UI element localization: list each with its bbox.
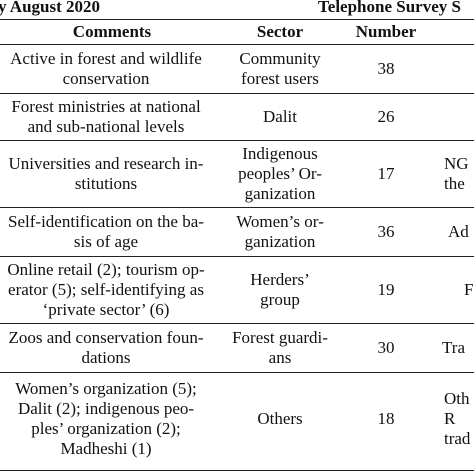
row-3-number: 17 <box>377 164 395 183</box>
row-1-sector: Community forest users <box>239 49 321 88</box>
row-4-extra: Ad <box>448 222 469 241</box>
row-6-number: 30 <box>377 338 395 357</box>
row-1-number: 38 <box>377 59 395 78</box>
rule-header <box>0 44 474 45</box>
row-1-comments: Active in forest and wildlife conservati… <box>10 49 202 88</box>
row-5-sector: Herders’ group <box>250 270 310 309</box>
row-6-sector: Forest guardi- ans <box>232 328 328 367</box>
rule-row-5 <box>0 323 474 324</box>
row-5-extra: F <box>464 280 474 299</box>
row-3-comments: Universities and research in- stitutions <box>8 154 204 193</box>
row-3-sector: Indigenous peoples’ Or- ganization <box>238 144 322 203</box>
row-5-comments: Online retail (2); tourism op- erator (5… <box>7 260 205 319</box>
row-2-sector: Dalit <box>263 107 297 126</box>
rule-row-6 <box>0 372 474 373</box>
row-2-comments: Forest ministries at national and sub-na… <box>11 97 201 136</box>
header-comments: Comments <box>72 22 152 41</box>
rule-row-2 <box>0 140 474 141</box>
rule-row-4 <box>0 256 474 257</box>
telephone-survey-heading: Telephone Survey S <box>318 0 461 16</box>
rule-row-1 <box>0 93 474 94</box>
row-6-comments: Zoos and conservation foun- dations <box>8 328 204 367</box>
rule-top <box>0 19 474 20</box>
row-7-extra: Oth R trad <box>444 389 471 448</box>
row-6-extra: Tra <box>442 338 465 357</box>
row-7-comments: Women’s organization (5); Dalit (2); ind… <box>15 379 197 458</box>
header-sector: Sector <box>256 22 304 41</box>
row-3-extra: NG the <box>444 154 469 193</box>
rule-bottom <box>0 470 474 471</box>
row-2-number: 26 <box>377 107 395 126</box>
rule-row-3 <box>0 207 474 208</box>
row-7-number: 18 <box>377 409 395 428</box>
row-4-number: 36 <box>377 222 395 241</box>
row-5-number: 19 <box>377 280 395 299</box>
row-4-comments: Self-identification on the ba- sis of ag… <box>8 212 204 251</box>
row-7-sector: Others <box>257 409 303 428</box>
row-4-sector: Women’s or- ganization <box>236 212 324 251</box>
header-number: Number <box>355 22 417 41</box>
survey-date-heading: y August 2020 <box>0 0 101 16</box>
